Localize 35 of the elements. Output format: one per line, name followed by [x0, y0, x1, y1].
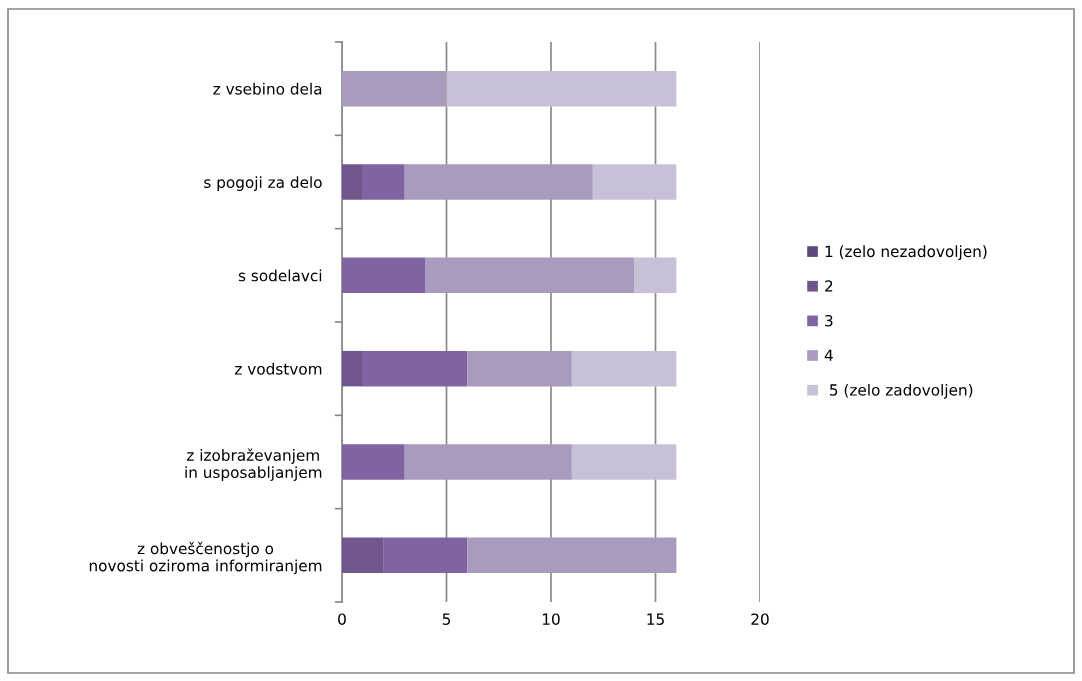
x-tick-label: 5: [442, 613, 451, 625]
bar: [404, 164, 593, 200]
x-tick-label: 20: [751, 613, 769, 625]
bar: [467, 537, 677, 574]
legend-label: 5 (zelo zadovoljen): [830, 383, 973, 399]
bar: [342, 257, 426, 294]
bar: [404, 444, 572, 480]
bar: [571, 350, 677, 387]
y-tick-label: z izobraževanjem in usposabljanjem: [185, 448, 322, 481]
bar: [383, 537, 468, 574]
bar: [342, 164, 363, 200]
bar: [342, 444, 405, 480]
y-tick-label: z obveščenostjo o novosti oziroma informiranjem: [89, 541, 322, 575]
bar: [592, 164, 677, 200]
x-tick-label: 0: [338, 613, 346, 625]
legend-label: 4: [824, 349, 833, 361]
x-tick-label: 10: [542, 613, 560, 625]
legend-label: 3: [825, 314, 833, 327]
bar: [634, 257, 677, 294]
bar: [425, 257, 635, 294]
legend-label: 1 (zelo nezadovoljen): [825, 245, 987, 261]
bar: [342, 70, 447, 107]
bar: [362, 164, 405, 200]
legend-label: 2: [825, 280, 833, 292]
x-tick-label: 15: [647, 613, 664, 625]
bar: [342, 537, 384, 574]
bar: [446, 70, 677, 107]
bar: [467, 350, 572, 387]
bar: [571, 444, 677, 480]
y-tick-label: z vsebino dela: [213, 82, 322, 95]
bar: [362, 350, 468, 387]
y-tick-label: z vodstvom: [235, 362, 322, 375]
y-tick-label: s pogoji za delo: [204, 176, 322, 191]
y-tick-label: s sodelavci: [238, 269, 322, 282]
bar: [342, 350, 363, 387]
